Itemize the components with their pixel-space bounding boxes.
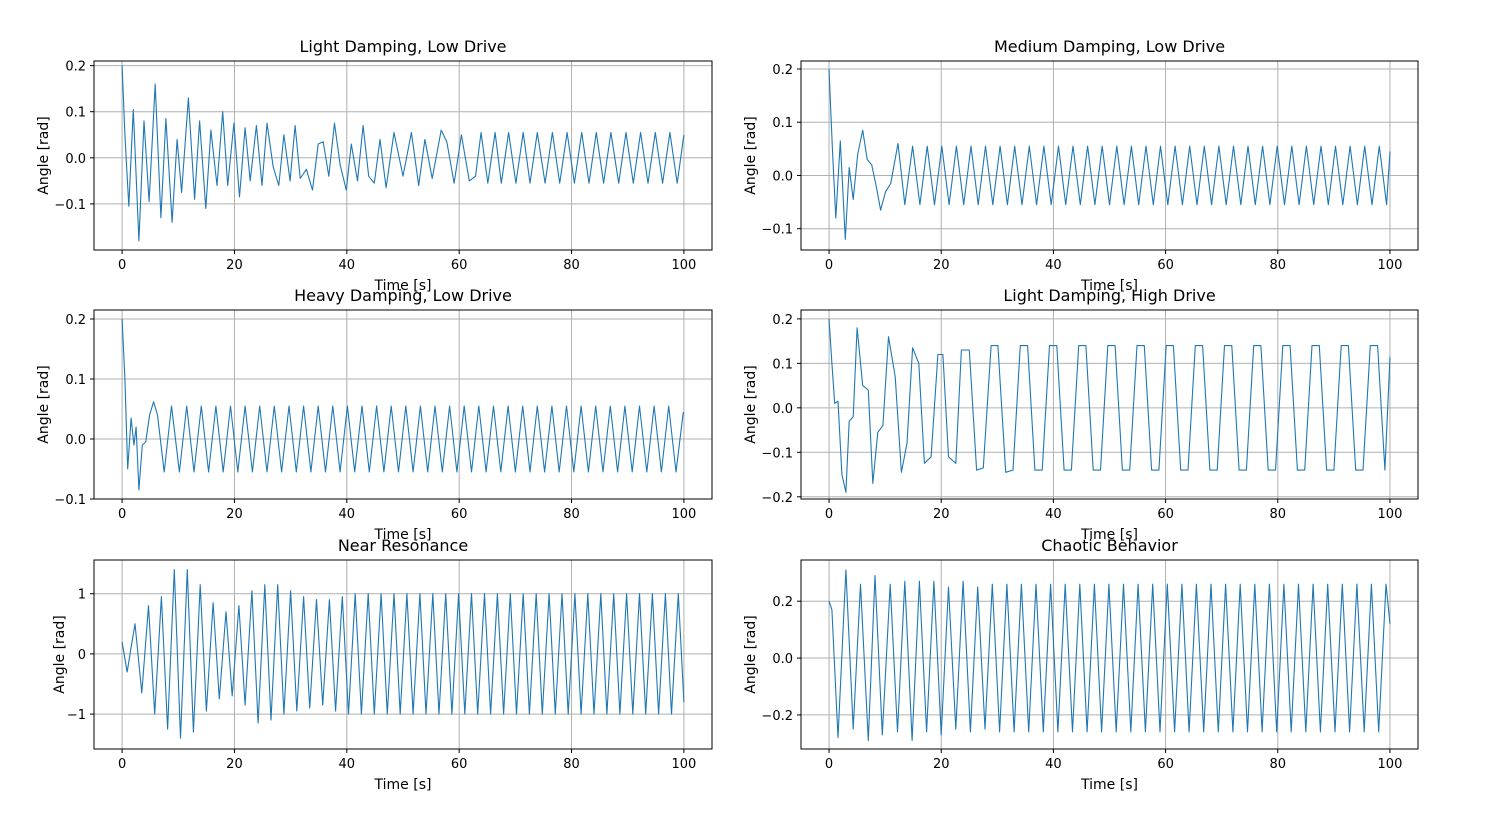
series-line bbox=[828, 68, 1391, 240]
y-tick-label: 1 bbox=[78, 588, 86, 603]
x-tick-label: 100 bbox=[671, 507, 696, 522]
y-tick-label: 0.2 bbox=[65, 313, 86, 328]
axes-frame bbox=[93, 60, 713, 251]
y-tick-label: 0.0 bbox=[772, 402, 793, 417]
series-line bbox=[828, 318, 1391, 493]
y-tick-label: 0.0 bbox=[772, 169, 793, 184]
y-tick-label: 0.0 bbox=[65, 433, 86, 448]
x-tick-label: 80 bbox=[563, 507, 580, 522]
y-tick-label: 0.0 bbox=[772, 652, 793, 667]
subplot-5: 0 20 40 60 80 100 −1 0 1 Near Resonance Time [s] An… bbox=[52, 536, 713, 793]
x-tick-label: 40 bbox=[1045, 507, 1062, 522]
y-tick-label: 0.2 bbox=[772, 63, 793, 78]
series-line bbox=[828, 569, 1391, 742]
y-axis-label: Angle [rad] bbox=[743, 615, 759, 693]
axes-frame bbox=[800, 309, 1419, 500]
x-tick-label: 0 bbox=[118, 757, 126, 772]
x-tick-label: 40 bbox=[1045, 757, 1062, 772]
y-tick-label: 0.1 bbox=[65, 106, 86, 121]
subplot-6: 0 20 40 60 80 100 −0.2 0.0 0.2 Chaotic Behavior Ti… bbox=[743, 536, 1419, 793]
chart-title: Near Resonance bbox=[338, 536, 468, 555]
y-tick-label: −0.2 bbox=[761, 491, 793, 506]
y-tick-label: −0.1 bbox=[54, 198, 86, 213]
x-tick-label: 60 bbox=[1157, 507, 1174, 522]
axes-frame bbox=[800, 60, 1419, 251]
y-axis-label: Angle [rad] bbox=[36, 365, 52, 443]
x-tick-label: 80 bbox=[1269, 258, 1286, 273]
x-tick-label: 100 bbox=[1378, 258, 1403, 273]
x-axis-label: Time [s] bbox=[1080, 278, 1138, 294]
axes-frame bbox=[93, 559, 713, 750]
axes-frame bbox=[800, 559, 1419, 750]
x-tick-label: 40 bbox=[339, 258, 356, 273]
y-tick-label: 0.1 bbox=[65, 373, 86, 388]
y-tick-label: 0 bbox=[78, 648, 86, 663]
series-line bbox=[121, 318, 684, 491]
x-tick-label: 100 bbox=[671, 258, 696, 273]
chart-title: Medium Damping, Low Drive bbox=[994, 37, 1225, 56]
y-tick-label: 0.0 bbox=[65, 152, 86, 167]
x-tick-label: 60 bbox=[451, 507, 468, 522]
x-tick-label: 0 bbox=[825, 258, 833, 273]
subplot-2: 0 20 40 60 80 100 −0.1 0.0 0.1 0.2 Medium Damping,… bbox=[743, 37, 1419, 294]
x-axis-label: Time [s] bbox=[374, 527, 432, 543]
subplot-4: 0 20 40 60 80 100 −0.2 −0.1 0.0 0.1 0.2 Light Dampi… bbox=[743, 286, 1419, 543]
axes-frame bbox=[93, 309, 713, 500]
y-tick-label: 0.2 bbox=[772, 313, 793, 328]
x-tick-label: 40 bbox=[1045, 258, 1062, 273]
x-axis-label: Time [s] bbox=[1080, 777, 1138, 793]
y-tick-label: 0.2 bbox=[772, 595, 793, 610]
y-tick-label: −0.1 bbox=[761, 446, 793, 461]
x-tick-label: 40 bbox=[339, 507, 356, 522]
y-tick-label: −1 bbox=[67, 708, 86, 723]
y-tick-label: 0.1 bbox=[772, 357, 793, 372]
x-tick-label: 100 bbox=[1378, 757, 1403, 772]
x-tick-label: 80 bbox=[563, 258, 580, 273]
chart-title: Light Damping, High Drive bbox=[1003, 286, 1215, 305]
x-tick-label: 60 bbox=[451, 258, 468, 273]
y-axis-label: Angle [rad] bbox=[743, 116, 759, 194]
x-tick-label: 0 bbox=[118, 258, 126, 273]
x-tick-label: 0 bbox=[118, 507, 126, 522]
series-line bbox=[121, 569, 685, 739]
x-axis-label: Time [s] bbox=[374, 278, 432, 294]
x-tick-label: 20 bbox=[226, 757, 243, 772]
y-axis-label: Angle [rad] bbox=[743, 365, 759, 443]
x-tick-label: 0 bbox=[825, 757, 833, 772]
x-axis-label: Time [s] bbox=[1080, 527, 1138, 543]
x-tick-label: 80 bbox=[1269, 757, 1286, 772]
y-tick-label: 0.1 bbox=[772, 116, 793, 131]
x-tick-label: 20 bbox=[933, 258, 950, 273]
x-tick-label: 60 bbox=[1157, 757, 1174, 772]
x-tick-label: 80 bbox=[563, 757, 580, 772]
x-axis-label: Time [s] bbox=[374, 777, 432, 793]
x-tick-label: 20 bbox=[226, 507, 243, 522]
x-tick-label: 60 bbox=[451, 757, 468, 772]
y-tick-label: −0.1 bbox=[54, 493, 86, 508]
chart-title: Chaotic Behavior bbox=[1041, 536, 1178, 555]
x-tick-label: 60 bbox=[1157, 258, 1174, 273]
subplot-1: 0 20 40 60 80 100 −0.1 0.0 0.1 0.2 Light Damping, … bbox=[36, 37, 713, 294]
y-tick-label: −0.1 bbox=[761, 223, 793, 238]
chart-title: Heavy Damping, Low Drive bbox=[294, 286, 512, 305]
x-tick-label: 20 bbox=[933, 507, 950, 522]
chart-title: Light Damping, Low Drive bbox=[299, 37, 506, 56]
y-axis-label: Angle [rad] bbox=[36, 116, 52, 194]
series-line bbox=[121, 65, 685, 242]
y-axis-label: Angle [rad] bbox=[52, 615, 68, 693]
x-tick-label: 100 bbox=[671, 757, 696, 772]
x-tick-label: 20 bbox=[226, 258, 243, 273]
y-tick-label: −0.2 bbox=[761, 709, 793, 724]
x-tick-label: 80 bbox=[1269, 507, 1286, 522]
y-tick-label: 0.2 bbox=[65, 60, 86, 75]
x-tick-label: 0 bbox=[825, 507, 833, 522]
x-tick-label: 100 bbox=[1378, 507, 1403, 522]
subplot-3: 0 20 40 60 80 100 −0.1 0.0 0.1 0.2 Heavy Damping, … bbox=[36, 286, 713, 543]
x-tick-label: 20 bbox=[933, 757, 950, 772]
x-tick-label: 40 bbox=[339, 757, 356, 772]
